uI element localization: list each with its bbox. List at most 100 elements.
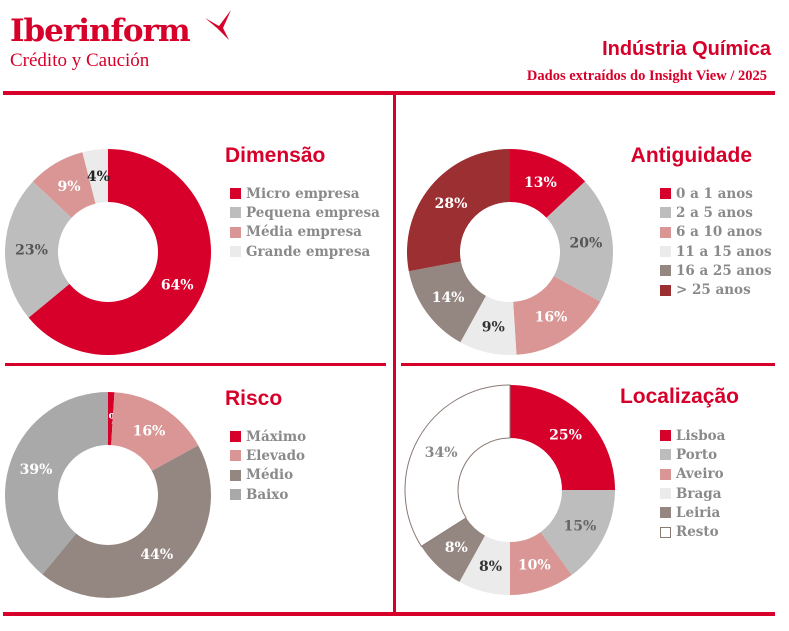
legend-label: Pequena empresa	[246, 204, 380, 221]
slice-11-a-15-anos	[460, 295, 517, 355]
slice-pequena-empresa	[4, 181, 72, 318]
legend-item: Média empresa	[230, 223, 380, 242]
legend-label: Micro empresa	[246, 185, 360, 202]
legend-item: Pequena empresa	[230, 203, 380, 222]
data-label: 13%	[524, 175, 557, 191]
legend-swatch	[230, 226, 241, 238]
legend-item: Lisboa	[660, 426, 725, 445]
data-label: 28%	[435, 196, 468, 212]
legend-label: > 25 anos	[676, 282, 751, 299]
legend-swatch	[660, 246, 671, 258]
legend-swatch	[660, 468, 671, 480]
legend-swatch	[660, 188, 671, 200]
legend-label: 0 a 1 anos	[676, 185, 753, 202]
donut-chart: 64% 23% 9% 4%	[4, 149, 211, 356]
data-label: 9%	[482, 320, 505, 336]
legend: Micro empresa Pequena empresa Média empres…	[230, 184, 380, 261]
legend-label: Elevado	[246, 447, 306, 464]
legend-item: 2 a 5 anos	[660, 203, 772, 222]
legend-item: Grande empresa	[230, 242, 380, 261]
legend-label: Baixo	[246, 486, 289, 503]
legend-swatch	[230, 207, 241, 219]
legend-swatch	[230, 246, 241, 258]
legend-swatch	[660, 226, 671, 238]
logo-sub: Crédito y Caución	[10, 50, 150, 71]
slice-16-a-25-anos	[408, 261, 486, 343]
data-label: 23%	[15, 243, 48, 259]
legend-swatch	[230, 431, 241, 443]
legend-swatch	[660, 430, 671, 442]
legend-label: Resto	[676, 524, 719, 541]
data-label: 34%	[425, 445, 458, 461]
slice-0-a-1-anos	[510, 149, 586, 218]
data-label: 16%	[535, 310, 568, 326]
donut-chart: 25% 15% 10% 8% 8% 34%	[404, 384, 615, 595]
divider-mid-right	[401, 363, 775, 366]
legend-label: Aveiro	[676, 466, 724, 483]
donut-chart: 1%16%44%39%	[5, 392, 211, 598]
legend-item: 6 a 10 anos	[660, 223, 772, 242]
chart-title: Localização	[619, 385, 739, 408]
legend-label: Braga	[676, 485, 722, 502]
legend-label: Leiria	[676, 504, 721, 521]
data-label: 25%	[549, 427, 582, 443]
divider-bottom	[3, 612, 775, 616]
legend-item: 11 a 15 anos	[660, 242, 772, 261]
data-label: 9%	[58, 179, 81, 195]
slice-micro-empresa	[28, 149, 211, 356]
data-label: 15%	[564, 519, 597, 535]
legend: Lisboa Porto Aveiro Braga Leiria Resto	[660, 426, 725, 542]
data-label: 8%	[445, 540, 468, 556]
page-subtitle: Dados extraídos do Insight View / 2025	[526, 68, 767, 84]
legend-swatch	[230, 450, 241, 462]
chart-title: Dimensão	[225, 144, 326, 167]
slice-resto	[404, 384, 511, 547]
legend-swatch	[660, 207, 671, 219]
legend-label: 6 a 10 anos	[676, 224, 763, 241]
legend-label: Média empresa	[246, 224, 362, 241]
legend-label: 2 a 5 anos	[676, 204, 753, 221]
data-label: 64%	[161, 278, 194, 294]
legend-label: Máximo	[246, 428, 307, 445]
legend-label: Porto	[676, 446, 718, 463]
legend-item: Braga	[660, 484, 725, 503]
divider-vertical	[393, 95, 396, 614]
logo-main: Iberinform	[10, 13, 191, 49]
legend-item: Resto	[660, 522, 725, 541]
logo-bird-icon	[205, 10, 231, 40]
chart-title: Risco	[225, 387, 283, 410]
legend-swatch	[230, 469, 241, 481]
data-label: 4%	[87, 169, 110, 185]
donut-chart: 13% 20% 16% 9% 14% 28%	[407, 149, 613, 355]
legend-swatch	[230, 188, 241, 200]
data-label: 14%	[432, 290, 465, 306]
legend: Máximo Elevado Médio Baixo	[230, 427, 306, 504]
legend-item: > 25 anos	[660, 280, 772, 299]
slice-m-dia-empresa	[32, 152, 96, 218]
legend-swatch	[660, 265, 671, 277]
divider-mid-left	[5, 363, 386, 366]
legend-item: Baixo	[230, 485, 306, 504]
legend-item: 0 a 1 anos	[660, 184, 772, 203]
legend-item: Porto	[660, 445, 725, 464]
legend-label: Lisboa	[676, 427, 726, 444]
legend-label: 16 a 25 anos	[676, 262, 772, 279]
slice--25-anos	[407, 149, 510, 272]
legend-item: Micro empresa	[230, 184, 380, 203]
slice-leiria	[421, 517, 485, 583]
legend: 0 a 1 anos 2 a 5 anos 6 a 10 anos 11 a 15 a…	[660, 184, 772, 300]
data-label: 16%	[133, 423, 166, 439]
slice-lisboa	[510, 385, 615, 490]
data-label: 10%	[518, 558, 551, 574]
data-label: 39%	[20, 462, 53, 478]
legend-label: Grande empresa	[246, 243, 371, 260]
legend-swatch	[660, 526, 671, 538]
slice-6-a-10-anos	[513, 276, 601, 355]
legend-swatch	[660, 488, 671, 500]
legend-item: Médio	[230, 466, 306, 485]
chart-title: Antiguidade	[630, 144, 752, 167]
slice-grande-empresa	[82, 149, 108, 204]
slice-aveiro	[510, 532, 572, 595]
slice-braga	[459, 535, 510, 595]
